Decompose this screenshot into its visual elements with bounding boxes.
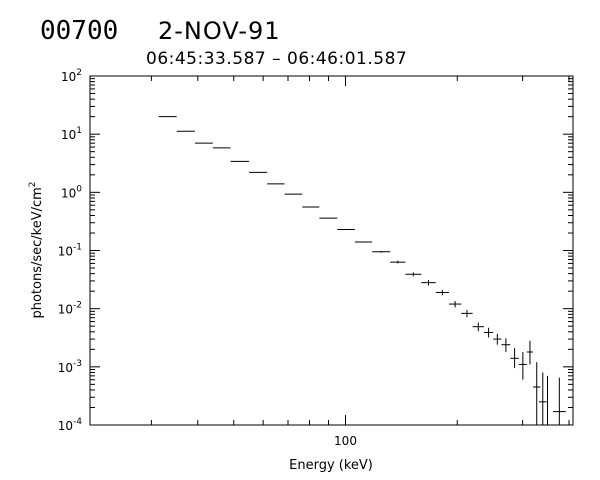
x-axis-label: Energy (keV) (289, 458, 373, 473)
y-tick-label: 10-3 (58, 359, 82, 375)
data-point (538, 372, 547, 425)
data-point (518, 351, 527, 380)
data-point (552, 377, 566, 425)
x-tick-label: 100 (334, 434, 357, 448)
x-tick-labels: 100 (334, 434, 357, 448)
data-point (421, 280, 436, 286)
y-tick-label: 10-1 (58, 243, 82, 259)
data-point (493, 333, 502, 345)
data-point (526, 340, 534, 365)
y-tick-label: 102 (61, 68, 82, 84)
data-point (405, 272, 422, 277)
data-point (390, 260, 406, 264)
burst-id-label: 00700 (40, 16, 119, 46)
time-range-label: 06:45:33.587 – 06:46:01.587 (146, 49, 408, 69)
y-tick-label: 10-2 (58, 301, 82, 317)
axis-ticks (90, 75, 573, 426)
data-point (448, 301, 462, 308)
data-point (483, 327, 494, 338)
y-axis-label: photons/sec/keV/cm2 (28, 181, 45, 318)
data-point (472, 322, 484, 332)
data-point (545, 375, 550, 426)
data-point (372, 251, 391, 253)
data-point (501, 338, 511, 352)
y-tick-label: 10-4 (58, 417, 83, 433)
y-tick-label: 100 (61, 184, 82, 200)
plot-frame (89, 75, 574, 426)
data-point (510, 348, 519, 369)
data-point (533, 362, 541, 425)
data-points (158, 116, 566, 426)
data-point (461, 309, 473, 318)
y-tick-label: 101 (61, 126, 82, 142)
y-tick-labels: 102 101 100 10-1 10-2 10-3 10-4 (58, 68, 83, 433)
data-point (435, 289, 449, 296)
burst-date-label: 2-NOV-91 (158, 17, 281, 45)
